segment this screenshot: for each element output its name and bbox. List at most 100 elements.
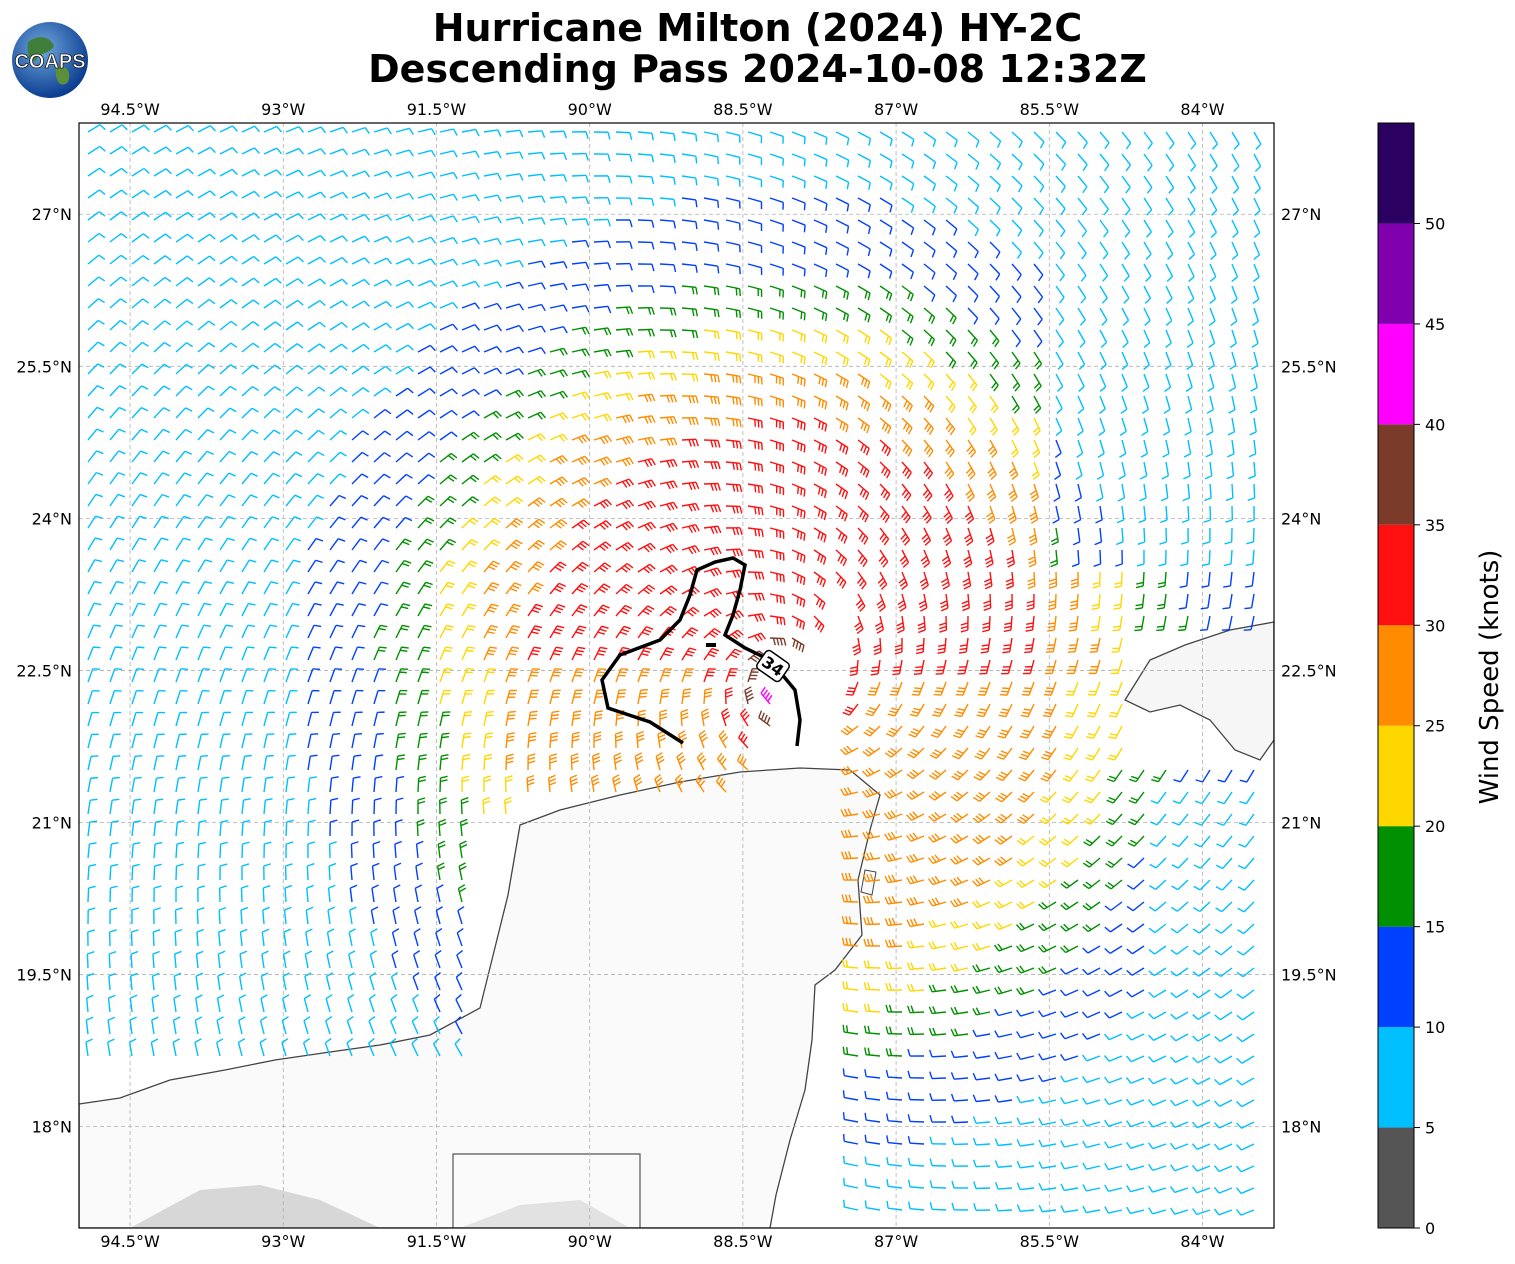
wind-barb [637,219,655,228]
wind-barb [703,567,722,577]
wind-barb [637,668,650,683]
wind-barb [307,668,321,683]
wind-barb [307,602,322,617]
wind-barb [329,126,348,134]
wind-barb [197,841,207,859]
wind-barb [87,580,102,595]
wind-barb [879,175,893,191]
wind-barb [1098,417,1106,436]
colorbar-bin [1378,1027,1414,1128]
wind-barb [791,527,806,541]
wind-barb [659,329,677,338]
wind-barb [241,494,258,507]
wind-barb [527,347,546,355]
wind-barb [241,385,259,397]
wind-barb [593,283,612,292]
wind-barb [417,236,436,244]
wind-barb [109,559,125,573]
wind-barb [986,505,996,524]
wind-barb [974,747,991,760]
wind-barb [747,483,764,494]
wind-barb [153,907,161,925]
wind-barb [1183,439,1192,458]
wind-barb [862,852,881,861]
wind-barb [769,219,784,232]
wind-barb [996,747,1013,760]
wind-barb [549,519,568,529]
wind-barb [1115,527,1124,546]
wind-barb [1033,373,1042,392]
wind-barb [219,190,238,199]
wind-barb [307,278,326,287]
colorbar-tick-label: 40 [1425,415,1445,434]
wind-barb [527,753,536,771]
wind-barb [527,475,546,485]
wind-barb [1105,835,1123,847]
wind-barb [439,538,457,551]
wind-barb [461,345,480,353]
wind-barb [394,840,402,859]
wind-barb [87,755,99,771]
wind-barb [725,241,741,253]
wind-barb [901,417,913,435]
wind-barb [241,733,253,749]
wind-barb [612,774,622,793]
wind-barb [944,483,954,502]
wind-barb [505,710,516,727]
wind-barb [395,732,406,749]
wind-barb [262,884,271,903]
wind-barb [285,343,304,353]
wind-barb [415,862,423,881]
wind-barb [329,602,344,617]
wind-barb [1126,879,1145,890]
wind-barb [483,753,493,771]
wind-barb [505,368,525,375]
wind-barb [716,752,727,771]
wind-barb [395,257,415,265]
wind-barb [1143,285,1152,304]
wind-barb [993,943,1013,952]
wind-barb [1231,241,1239,260]
wind-barb [131,755,143,771]
wind-barb [1248,439,1257,458]
wind-barb [960,615,969,633]
wind-barb [703,587,723,598]
wind-barb [813,307,828,322]
wind-barb [943,505,953,524]
wind-barb [659,241,677,251]
wind-barb [417,603,433,617]
wind-barb [527,173,546,182]
wind-barb [681,481,700,491]
wind-barb [941,549,952,568]
wind-barb [1099,395,1106,415]
wind-barb [1120,395,1128,414]
wind-barb [791,505,806,519]
wind-barb [307,213,326,221]
wind-barb [637,328,655,337]
wind-barb [1143,351,1150,371]
wind-barb [153,515,169,529]
wind-barb [725,439,742,449]
wind-barb [307,364,326,375]
wind-barb [351,819,360,837]
wind-barb [1032,417,1041,436]
wind-barb [395,149,414,157]
wind-barb [219,255,238,265]
wind-barb [923,197,936,214]
wind-barb [1187,153,1197,172]
wind-barb [109,907,118,925]
wind-barb [907,747,925,759]
wind-barb [439,560,456,573]
wind-barb [175,537,191,551]
wind-barb [593,434,612,445]
wind-barb [197,298,216,309]
wind-barb [747,373,763,385]
wind-barb [153,798,164,815]
wind-barb [1121,351,1129,370]
lat-tick-label-right: 27°N [1281,205,1321,224]
wind-barb [659,197,676,207]
wind-barb [703,263,720,274]
wind-barb [439,581,456,595]
wind-barb [945,439,955,458]
